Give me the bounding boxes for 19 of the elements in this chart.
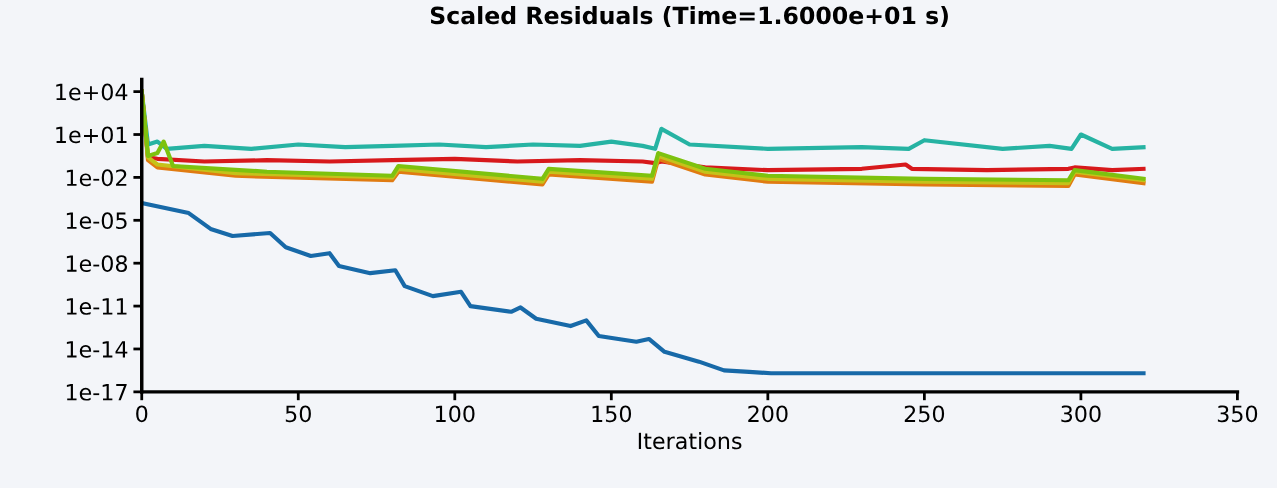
y-tick-label: 1e+01 <box>56 126 127 144</box>
x-tick-label: 150 <box>592 405 632 423</box>
chart-title: Scaled Residuals (Time=1.6000e+01 s) <box>430 6 948 28</box>
x-tick-label: 200 <box>748 405 788 423</box>
x-axis-title: Iterations <box>638 432 742 450</box>
line-series <box>141 200 1146 376</box>
y-tick-label: 1e-02 <box>66 169 127 187</box>
x-tick-label: 250 <box>904 405 945 423</box>
x-tick-label: 0 <box>136 405 148 423</box>
x-tick-label: 50 <box>285 405 311 423</box>
y-tick-label: 1e-05 <box>66 212 127 230</box>
y-tick-label: 1e-17 <box>66 384 127 401</box>
x-tick-label: 300 <box>1061 405 1101 423</box>
y-tick-label: 1e-11 <box>66 298 127 315</box>
y-tick-label: 1e-14 <box>66 341 128 358</box>
y-tick-label: 1e+04 <box>56 83 128 101</box>
y-tick-label: 1e-08 <box>66 255 128 272</box>
x-tick-label: 350 <box>1217 405 1258 423</box>
x-tick-label: 100 <box>436 405 475 423</box>
